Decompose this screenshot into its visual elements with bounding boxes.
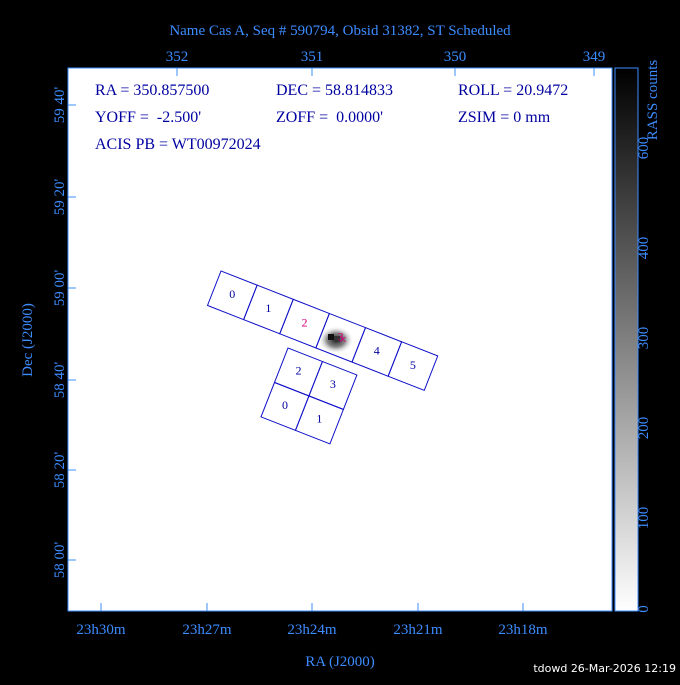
chip-label: 3: [330, 377, 336, 391]
top-tick-label: 350: [444, 49, 467, 65]
footer: tdowd 26-Mar-2026 12:19: [533, 662, 676, 675]
colorbar-label: 300: [636, 327, 652, 350]
chip-label: 5: [410, 358, 416, 372]
left-tick-label: 59 20': [52, 178, 68, 215]
acis-i-array: 2 3 0 1: [260, 347, 358, 445]
chip-label: 1: [316, 412, 322, 426]
ticks: [68, 68, 595, 611]
aimpoint-marker: ×: [339, 333, 347, 348]
colorbar-label: 100: [636, 507, 652, 530]
chip: [294, 395, 345, 445]
left-tick-label: 58 40': [52, 361, 68, 398]
chip-label: 4: [374, 344, 380, 358]
info-text: RA = 350.857500: [95, 82, 209, 99]
chip-label: 1: [265, 301, 271, 315]
left-tick-label: 58 20': [52, 451, 68, 488]
chip-label: 3: [338, 330, 344, 344]
info-text: DEC = 58.814833: [276, 82, 393, 99]
labels: Name Cas A, Seq # 590794, Obsid 31382, S…: [20, 23, 676, 675]
source-pixel: [334, 336, 340, 342]
colorbar-label: 600: [636, 137, 652, 160]
bottom-tick-label: 23h27m: [182, 622, 232, 638]
chip: [387, 341, 439, 392]
colorbar-label: 200: [636, 417, 652, 440]
top-tick-label: 351: [301, 49, 324, 65]
info-text: ZOFF = 0.0000': [276, 109, 383, 126]
colorbar: [614, 67, 639, 612]
info-text: ZSIM = 0 mm: [458, 109, 551, 126]
bottom-tick-label: 23h21m: [393, 622, 443, 638]
x-axis-title: RA (J2000): [305, 654, 375, 670]
left-tick-label: 59 00': [52, 269, 68, 306]
source-pixel: [328, 334, 334, 340]
left-tick-label: 58 00': [52, 541, 68, 578]
title: Name Cas A, Seq # 590794, Obsid 31382, S…: [169, 23, 511, 39]
info-text: ROLL = 20.9472: [458, 82, 568, 99]
chip-label: 2: [302, 315, 308, 329]
chip-label: 0: [229, 287, 235, 301]
bottom-tick-label: 23h24m: [287, 622, 337, 638]
acis-s-array: 0 1 2 3 4 5: [206, 270, 439, 392]
bottom-tick-label: 23h30m: [76, 622, 126, 638]
y-axis-title: Dec (J2000): [20, 303, 36, 377]
info-text: ACIS PB = WT00972024: [95, 136, 261, 153]
colorbar-label: 0: [636, 605, 652, 613]
colorbar-title: RASS counts: [645, 60, 661, 141]
info-text: YOFF = -2.500': [95, 109, 201, 126]
chip-label: 0: [282, 398, 288, 412]
bottom-tick-label: 23h18m: [498, 622, 548, 638]
chip-label: 2: [295, 364, 301, 378]
colorbar-label: 400: [636, 237, 652, 260]
top-tick-label: 349: [583, 49, 606, 65]
left-tick-label: 59 40': [52, 86, 68, 123]
top-tick-label: 352: [166, 49, 189, 65]
